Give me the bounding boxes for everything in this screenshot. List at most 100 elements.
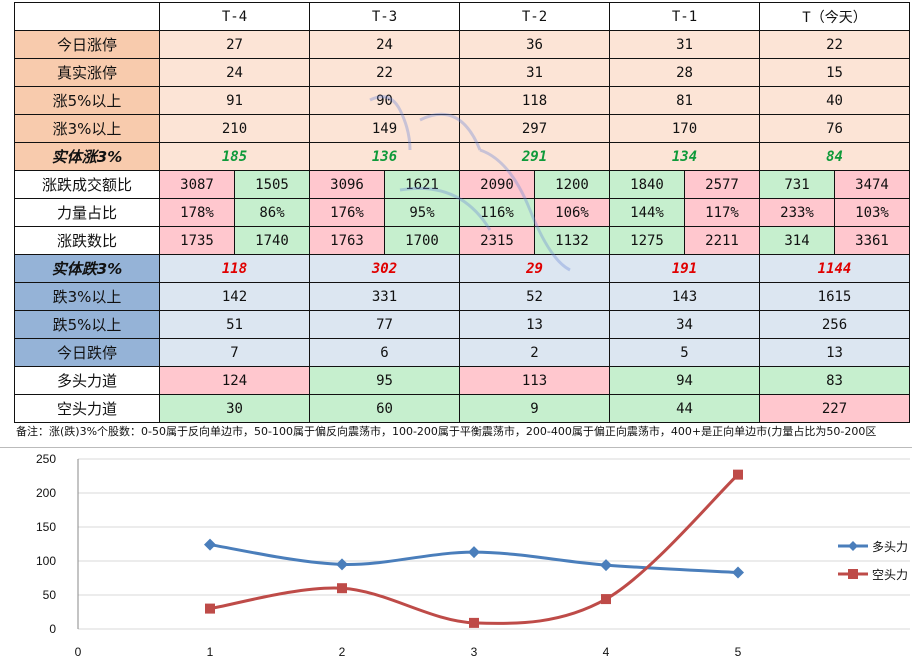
data-cell[interactable]: 83 [759,366,910,395]
data-cell[interactable]: 314 [759,226,835,255]
column-header[interactable]: T（今天） [759,2,910,31]
data-cell[interactable]: 28 [609,58,760,87]
data-cell[interactable]: 9 [459,394,610,423]
data-cell[interactable]: 34 [609,310,760,339]
data-cell[interactable]: 2090 [459,170,535,199]
data-cell[interactable]: 3096 [309,170,385,199]
data-cell[interactable]: 3474 [834,170,910,199]
row-label[interactable]: 涨3%以上 [14,114,160,143]
row-label[interactable]: 跌5%以上 [14,310,160,339]
data-cell[interactable]: 113 [459,366,610,395]
data-cell[interactable]: 1200 [534,170,610,199]
data-cell[interactable]: 95% [384,198,460,227]
data-cell[interactable]: 31 [459,58,610,87]
data-cell[interactable]: 31 [609,30,760,59]
data-cell[interactable]: 13 [759,338,910,367]
data-cell[interactable]: 84 [759,142,910,171]
data-cell[interactable]: 118 [459,86,610,115]
data-cell[interactable]: 95 [309,366,460,395]
data-cell[interactable]: 106% [534,198,610,227]
data-cell[interactable]: 1615 [759,282,910,311]
data-cell[interactable]: 44 [609,394,760,423]
data-cell[interactable]: 302 [309,254,460,283]
data-cell[interactable]: 227 [759,394,910,423]
data-cell[interactable]: 51 [159,310,310,339]
data-cell[interactable]: 256 [759,310,910,339]
data-cell[interactable]: 331 [309,282,460,311]
data-cell[interactable]: 118 [159,254,310,283]
data-cell[interactable]: 94 [609,366,760,395]
data-cell[interactable]: 22 [309,58,460,87]
data-cell[interactable]: 291 [459,142,610,171]
row-label[interactable]: 实体跌3% [14,254,160,283]
data-cell[interactable]: 191 [609,254,760,283]
data-cell[interactable]: 210 [159,114,310,143]
row-label[interactable]: 今日涨停 [14,30,160,59]
data-cell[interactable]: 29 [459,254,610,283]
data-cell[interactable]: 176% [309,198,385,227]
row-label[interactable]: 涨跌数比 [14,226,160,255]
data-cell[interactable]: 1735 [159,226,235,255]
data-cell[interactable]: 116% [459,198,535,227]
data-cell[interactable]: 149 [309,114,460,143]
data-cell[interactable]: 2315 [459,226,535,255]
data-cell[interactable]: 124 [159,366,310,395]
data-cell[interactable]: 1840 [609,170,685,199]
data-cell[interactable]: 103% [834,198,910,227]
column-header[interactable]: T-3 [309,2,460,31]
row-label[interactable]: 实体涨3% [14,142,160,171]
row-label[interactable]: 力量占比 [14,198,160,227]
row-label[interactable]: 真实涨停 [14,58,160,87]
column-header[interactable]: T-1 [609,2,760,31]
data-cell[interactable]: 2 [459,338,610,367]
data-cell[interactable]: 6 [309,338,460,367]
data-cell[interactable]: 60 [309,394,460,423]
data-cell[interactable]: 134 [609,142,760,171]
data-cell[interactable]: 1763 [309,226,385,255]
data-cell[interactable]: 1132 [534,226,610,255]
data-cell[interactable]: 27 [159,30,310,59]
data-cell[interactable]: 24 [159,58,310,87]
row-label[interactable]: 涨跌成交额比 [14,170,160,199]
row-label[interactable]: 空头力道 [14,394,160,423]
data-cell[interactable]: 144% [609,198,685,227]
data-cell[interactable]: 1505 [234,170,310,199]
data-cell[interactable]: 36 [459,30,610,59]
data-cell[interactable]: 1275 [609,226,685,255]
data-cell[interactable]: 7 [159,338,310,367]
data-cell[interactable]: 3361 [834,226,910,255]
data-cell[interactable]: 1144 [759,254,910,283]
data-cell[interactable]: 2577 [684,170,760,199]
data-cell[interactable]: 731 [759,170,835,199]
data-cell[interactable]: 76 [759,114,910,143]
data-cell[interactable]: 1700 [384,226,460,255]
row-label[interactable]: 涨5%以上 [14,86,160,115]
data-cell[interactable]: 15 [759,58,910,87]
data-cell[interactable]: 90 [309,86,460,115]
data-cell[interactable]: 91 [159,86,310,115]
data-cell[interactable]: 178% [159,198,235,227]
data-cell[interactable]: 86% [234,198,310,227]
column-header[interactable] [14,2,160,31]
row-label[interactable]: 今日跌停 [14,338,160,367]
data-cell[interactable]: 77 [309,310,460,339]
column-header[interactable]: T-2 [459,2,610,31]
data-cell[interactable]: 2211 [684,226,760,255]
data-cell[interactable]: 142 [159,282,310,311]
data-cell[interactable]: 117% [684,198,760,227]
data-cell[interactable]: 81 [609,86,760,115]
data-cell[interactable]: 185 [159,142,310,171]
data-cell[interactable]: 3087 [159,170,235,199]
data-cell[interactable]: 13 [459,310,610,339]
data-cell[interactable]: 52 [459,282,610,311]
row-label[interactable]: 多头力道 [14,366,160,395]
data-cell[interactable]: 30 [159,394,310,423]
row-label[interactable]: 跌3%以上 [14,282,160,311]
data-cell[interactable]: 5 [609,338,760,367]
data-cell[interactable]: 297 [459,114,610,143]
data-cell[interactable]: 170 [609,114,760,143]
data-cell[interactable]: 1621 [384,170,460,199]
data-cell[interactable]: 136 [309,142,460,171]
column-header[interactable]: T-4 [159,2,310,31]
data-cell[interactable]: 22 [759,30,910,59]
